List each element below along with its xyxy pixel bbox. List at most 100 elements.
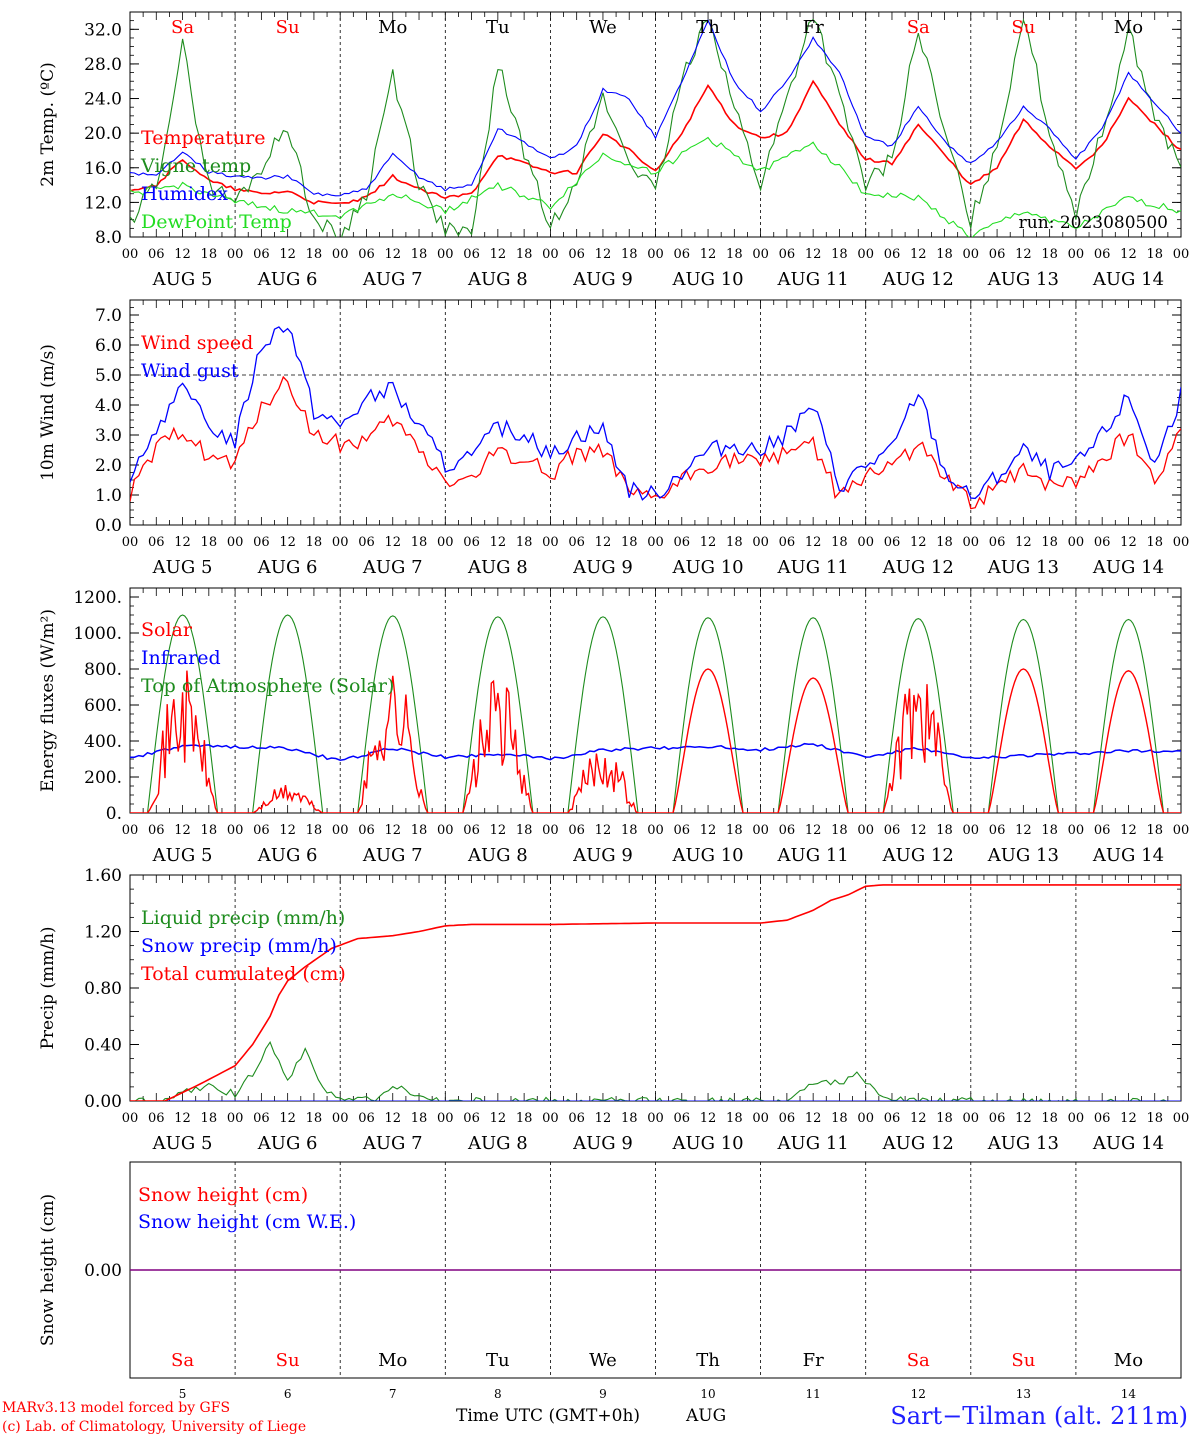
- y-tick-label: 400.: [84, 732, 122, 752]
- hour-tick-label: 18: [201, 247, 218, 262]
- hour-tick-label: 12: [700, 1111, 717, 1126]
- hour-tick-label: 06: [989, 1111, 1006, 1126]
- hour-tick-label: 18: [516, 247, 533, 262]
- hour-tick-label: 00: [1173, 247, 1190, 262]
- hour-tick-label: 00: [647, 535, 664, 550]
- hour-tick-label: 12: [805, 247, 822, 262]
- hour-tick-label: 00: [332, 535, 349, 550]
- hour-tick-label: 00: [647, 247, 664, 262]
- series-toa-solar: [130, 614, 1181, 813]
- hour-tick-label: 18: [516, 823, 533, 838]
- y-tick-label: 12.0: [84, 193, 122, 213]
- hour-tick-label: 18: [306, 823, 323, 838]
- series-solar: [130, 668, 1181, 813]
- hour-tick-label: 00: [437, 823, 454, 838]
- hour-tick-label: 12: [1015, 535, 1032, 550]
- hour-tick-label: 18: [1146, 1111, 1163, 1126]
- hour-tick-label: 18: [726, 1111, 743, 1126]
- y-tick-label: 6.0: [95, 336, 122, 356]
- hour-tick-label: 12: [910, 1111, 927, 1126]
- date-label: AUG 14: [1092, 269, 1164, 290]
- date-label: AUG 8: [467, 845, 528, 866]
- y-tick-label: 0.40: [84, 1036, 122, 1056]
- hour-tick-label: 12: [910, 535, 927, 550]
- date-label: AUG 10: [671, 557, 743, 578]
- series-liquid-precip: [134, 1041, 1173, 1101]
- hour-tick-label: 06: [674, 247, 691, 262]
- hour-tick-label: 18: [831, 823, 848, 838]
- y-axis-label: Energy fluxes (W/m²): [38, 609, 58, 792]
- hour-tick-label: 00: [542, 535, 559, 550]
- y-tick-label: 7.0: [95, 306, 122, 326]
- date-label: AUG 7: [362, 845, 423, 866]
- hour-tick-label: 00: [857, 823, 874, 838]
- hour-tick-label: 18: [936, 1111, 953, 1126]
- y-tick-label: 1.0: [95, 486, 122, 506]
- hour-tick-label: 18: [831, 535, 848, 550]
- y-tick-label: 8.0: [95, 228, 122, 248]
- date-label: AUG 8: [467, 269, 528, 290]
- y-axis-label: 2m Temp. (ºC): [38, 62, 58, 187]
- legend-entry: Wind gust: [141, 360, 239, 382]
- hour-tick-label: 06: [148, 823, 165, 838]
- day-number-label: 5: [179, 1387, 187, 1401]
- weekday-label: Tu: [486, 17, 510, 38]
- y-axis-label: 10m Wind (m/s): [38, 344, 58, 481]
- date-label: AUG 14: [1092, 1133, 1164, 1154]
- date-label: AUG 10: [671, 845, 743, 866]
- hour-tick-label: 12: [1015, 247, 1032, 262]
- hour-tick-label: 12: [805, 1111, 822, 1126]
- legend-entry: Snow precip (mm/h): [141, 935, 337, 957]
- hour-tick-label: 12: [1015, 823, 1032, 838]
- series-infrared: [130, 742, 1181, 761]
- date-label: AUG 9: [572, 557, 633, 578]
- hour-tick-label: 12: [174, 823, 191, 838]
- legend-entry: DewPoint Temp: [141, 211, 292, 233]
- hour-tick-label: 06: [779, 535, 796, 550]
- date-label: AUG 10: [671, 269, 743, 290]
- hour-tick-label: 12: [805, 535, 822, 550]
- hour-tick-label: 06: [358, 535, 375, 550]
- hour-tick-label: 00: [1173, 1111, 1190, 1126]
- hour-tick-label: 18: [306, 1111, 323, 1126]
- hour-tick-label: 12: [490, 1111, 507, 1126]
- time-axis-label: Time UTC (GMT+0h): [456, 1406, 641, 1426]
- hour-tick-label: 18: [516, 535, 533, 550]
- hour-tick-label: 00: [857, 1111, 874, 1126]
- hour-tick-label: 00: [227, 823, 244, 838]
- hour-tick-label: 12: [700, 823, 717, 838]
- series-temperature: [130, 79, 1181, 205]
- hour-tick-label: 06: [253, 247, 270, 262]
- hour-tick-label: 06: [568, 535, 585, 550]
- hour-tick-label: 06: [674, 535, 691, 550]
- hour-tick-label: 00: [857, 247, 874, 262]
- weekday-label: Mo: [378, 1350, 407, 1371]
- hour-tick-label: 18: [1146, 247, 1163, 262]
- station-label: Sart−Tilman (alt. 211m): [890, 1402, 1188, 1430]
- legend-entry: Vigne temp: [140, 155, 251, 177]
- hour-tick-label: 00: [437, 247, 454, 262]
- hour-tick-label: 18: [516, 1111, 533, 1126]
- hour-tick-label: 18: [936, 823, 953, 838]
- y-tick-label: 800.: [84, 660, 122, 680]
- date-label: AUG 8: [467, 557, 528, 578]
- y-tick-label: 1000.: [73, 624, 122, 644]
- hour-tick-label: 00: [437, 1111, 454, 1126]
- hour-tick-label: 06: [674, 1111, 691, 1126]
- hour-tick-label: 18: [831, 247, 848, 262]
- hour-tick-label: 12: [279, 1111, 296, 1126]
- hour-tick-label: 06: [148, 1111, 165, 1126]
- hour-tick-label: 18: [306, 535, 323, 550]
- hour-tick-label: 00: [122, 247, 139, 262]
- hour-tick-label: 00: [542, 823, 559, 838]
- hour-tick-label: 12: [490, 823, 507, 838]
- y-tick-label: 200.: [84, 768, 122, 788]
- hour-tick-label: 06: [779, 823, 796, 838]
- hour-tick-label: 06: [1094, 823, 1111, 838]
- hour-tick-label: 12: [279, 247, 296, 262]
- hour-tick-label: 00: [437, 535, 454, 550]
- hour-tick-label: 06: [463, 247, 480, 262]
- series-dewpoint-temp: [130, 136, 1181, 237]
- hour-tick-label: 18: [411, 247, 428, 262]
- weekday-label: Su: [276, 17, 300, 38]
